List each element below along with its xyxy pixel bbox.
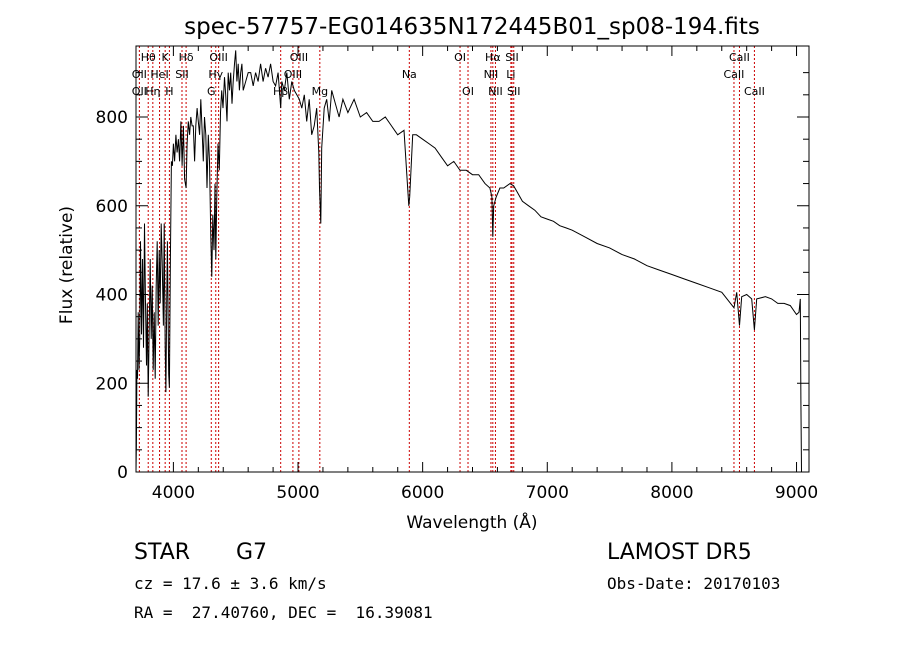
x-tick-label: 9000: [775, 483, 818, 503]
line-label: Hβ: [273, 85, 288, 98]
line-label: NII: [488, 85, 503, 98]
y-tick-label: 200: [96, 374, 128, 394]
line-label: OII: [132, 68, 147, 81]
x-tick-label: 5000: [276, 483, 319, 503]
plot-frame: [135, 45, 810, 473]
line-label: OIII: [290, 51, 308, 64]
line-label: SII: [175, 68, 188, 81]
y-axis-label: Flux (relative): [57, 206, 77, 324]
line-label: CaII: [724, 68, 745, 81]
y-tick-label: 0: [117, 463, 128, 483]
line-label: Hγ: [208, 68, 223, 81]
x-tick-label: 7000: [526, 483, 569, 503]
y-tick-label: 600: [96, 197, 128, 217]
x-tick-labels: 4000 5000 6000 7000 8000 9000: [152, 483, 818, 503]
spectral-line-markers: [138, 46, 755, 472]
line-label: OIII: [284, 68, 302, 81]
survey-name: LAMOST DR5: [607, 540, 752, 565]
coordinates: RA = 27.40760, DEC = 16.39081: [134, 603, 433, 622]
line-label: SII: [505, 51, 518, 64]
obs-date: Obs-Date: 20170103: [607, 574, 781, 593]
line-label: H: [165, 85, 173, 98]
redshift-text: cz = 17.6 ± 3.6 km/s: [134, 574, 327, 593]
x-tick-label: 6000: [401, 483, 444, 503]
line-label: OI: [462, 85, 474, 98]
x-axis-label: Wavelength (Å): [406, 511, 537, 533]
chart-title: spec-57757-EG014635N172445B01_sp08-194.f…: [184, 14, 760, 40]
line-label: G: [207, 85, 216, 98]
y-tick-labels: 0 200 400 600 800: [96, 108, 128, 483]
x-tick-label: 4000: [152, 483, 195, 503]
line-label: SII: [507, 85, 520, 98]
y-tick-label: 800: [96, 108, 128, 128]
line-label: NII: [484, 68, 499, 81]
axis-ticks: [136, 46, 809, 473]
line-label: OI: [454, 51, 466, 64]
line-label: HeI: [150, 68, 168, 81]
line-label: Li: [506, 68, 515, 81]
line-label: CaII: [729, 51, 750, 64]
line-label: Mg: [312, 85, 328, 98]
line-label: CaII: [744, 85, 765, 98]
spectral-subclass: G7: [236, 540, 268, 565]
line-label: Na: [402, 68, 417, 81]
line-label: K: [162, 51, 170, 64]
x-tick-label: 8000: [650, 483, 693, 503]
spectrum-line: [135, 50, 802, 473]
line-label: Hη: [145, 85, 160, 98]
line-label: Hα: [485, 51, 501, 64]
line-label: OIII: [209, 51, 227, 64]
y-tick-label: 400: [96, 286, 128, 306]
line-label: Hδ: [179, 51, 194, 64]
object-class: STAR: [134, 540, 191, 565]
line-label: Hθ: [141, 51, 156, 64]
